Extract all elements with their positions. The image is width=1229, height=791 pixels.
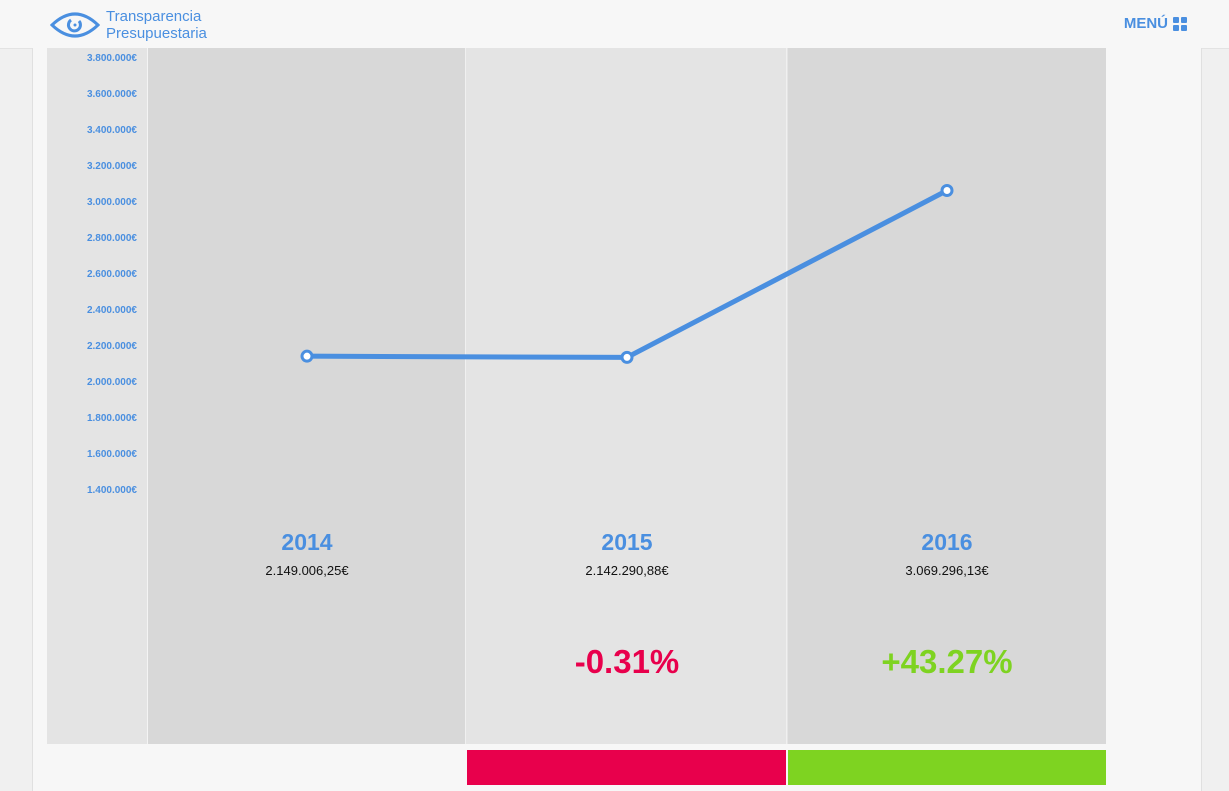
year-amount: 2.142.290,88€ (585, 563, 669, 578)
year-label: 2016 (921, 529, 973, 555)
year-label: 2015 (601, 529, 653, 555)
year-label: 2014 (281, 529, 333, 555)
y-tick-label: 2.800.000€ (86, 233, 137, 244)
y-tick-label: 1.400.000€ (86, 485, 137, 496)
year-column-2014 (148, 48, 466, 744)
positive-change-bar (788, 750, 1106, 785)
logo-line2: Presupuestaria (106, 25, 207, 42)
data-point[interactable] (940, 184, 954, 198)
y-tick-label: 3.800.000€ (86, 53, 137, 64)
grid-icon (1173, 16, 1187, 31)
menu-label: MENÚ (1123, 15, 1168, 32)
top-header: Transparencia Presupuestaria MENÚ (0, 0, 1229, 49)
y-tick-label: 1.600.000€ (86, 449, 137, 460)
year-column-2015 (467, 48, 787, 744)
series-line (306, 188, 949, 360)
site-logo[interactable]: Transparencia Presupuestaria (50, 6, 207, 44)
y-tick-label: 2.200.000€ (86, 341, 137, 352)
y-tick-label: 3.600.000€ (86, 89, 137, 100)
data-point[interactable] (620, 350, 634, 364)
change-percent: -0.31% (574, 643, 680, 680)
data-point[interactable] (300, 349, 314, 363)
logo-line1: Transparencia (106, 8, 202, 25)
year-amount: 3.069.296,13€ (905, 563, 989, 578)
y-tick-label: 3.200.000€ (86, 161, 137, 172)
y-tick-label: 3.000.000€ (86, 197, 137, 208)
y-tick-label: 2.000.000€ (86, 377, 137, 388)
eye-icon (50, 12, 100, 38)
y-tick-label: 1.800.000€ (86, 413, 137, 424)
y-axis-column (47, 48, 148, 744)
y-tick-label: 2.400.000€ (86, 305, 137, 316)
y-tick-label: 3.400.000€ (86, 125, 137, 136)
year-amount: 2.149.006,25€ (265, 563, 349, 578)
negative-change-bar (467, 750, 786, 785)
y-tick-label: 2.600.000€ (86, 269, 137, 280)
year-column-2016 (788, 48, 1106, 744)
menu-button[interactable]: MENÚ (1124, 15, 1187, 32)
change-percent: +43.27% (881, 643, 1013, 680)
